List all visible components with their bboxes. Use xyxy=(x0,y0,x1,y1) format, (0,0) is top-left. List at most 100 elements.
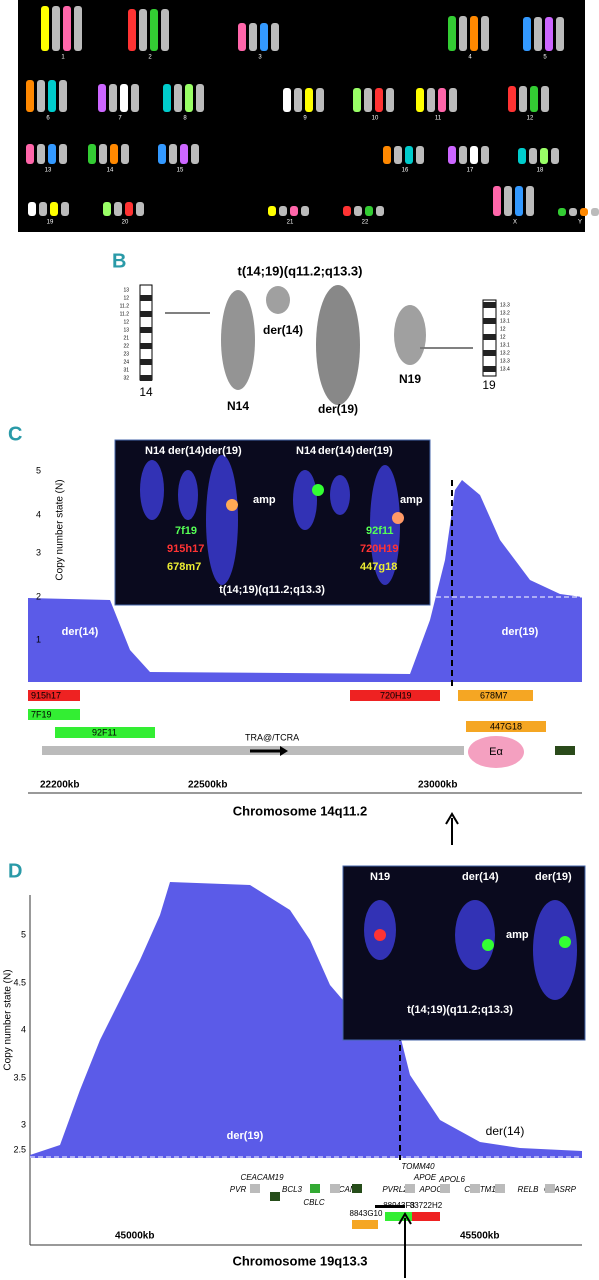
chromosome xyxy=(353,88,361,112)
chromosome-label: 10 xyxy=(372,116,379,122)
band-label: 13 xyxy=(123,287,129,293)
y-tick-label: 2.5 xyxy=(13,1144,26,1154)
inset-cells xyxy=(364,512,577,1000)
chromosome xyxy=(41,6,49,51)
chromosome xyxy=(470,16,478,51)
band xyxy=(483,334,496,340)
chromosome xyxy=(405,146,413,164)
chromosome xyxy=(394,146,402,164)
cell xyxy=(330,475,350,515)
chromosome xyxy=(558,208,566,216)
y-tick-label: 4 xyxy=(36,509,41,519)
chromosome-label: der(19) xyxy=(318,402,358,416)
band-label: 13.2 xyxy=(500,310,510,316)
clone-label: 720H19 xyxy=(380,690,412,700)
band-label: 12 xyxy=(500,326,506,332)
gene-arrow xyxy=(375,1205,405,1208)
chromosome xyxy=(50,202,58,216)
copy-number-area xyxy=(30,882,582,1158)
panel-title: t(14;19)(q11.2;q13.3) xyxy=(238,263,363,278)
gene-bar xyxy=(495,1184,505,1193)
ideogram-19: 13.3 13.2 13.1 12 12 13.1 13.2 13.3 13.4 xyxy=(483,302,510,372)
band xyxy=(140,311,152,317)
chromosome xyxy=(110,144,118,164)
x-tick-label: 45500kb xyxy=(460,1231,499,1242)
chromosome xyxy=(591,208,599,216)
y-axis-title: Copy number state (N) xyxy=(55,479,66,580)
band xyxy=(483,302,496,308)
chromosome-label: 5 xyxy=(543,55,547,61)
y-tick-label: 3 xyxy=(21,1119,26,1129)
probe-label: 7f19 xyxy=(175,525,197,537)
chromosome-label: 2 xyxy=(148,55,152,61)
chromosome xyxy=(376,206,384,216)
clone-label: 83722H2 xyxy=(410,1201,443,1210)
chromosome xyxy=(98,84,106,112)
chromosome xyxy=(459,16,467,51)
karyotype-background xyxy=(18,0,585,232)
cell-label: der(14) xyxy=(168,445,205,457)
band xyxy=(483,318,496,324)
chromosome-label: 1 xyxy=(61,55,65,61)
gene-label: PVR xyxy=(230,1185,247,1194)
clone-label: 8843G10 xyxy=(350,1209,383,1218)
chromosome-label: 19 xyxy=(47,220,54,226)
x-tick-label: 22500kb xyxy=(188,780,227,791)
chromosome xyxy=(534,17,542,51)
chromosome xyxy=(316,88,324,112)
clone-bar xyxy=(350,690,440,701)
gene-label: APOC2 xyxy=(418,1185,447,1194)
clone-bar xyxy=(352,1220,378,1229)
chromosome xyxy=(37,80,45,112)
chromosome xyxy=(180,144,188,164)
chromosome xyxy=(99,144,107,164)
chromosome xyxy=(260,23,268,51)
chromosome xyxy=(26,80,34,112)
x-axis-title: Chromosome 14q11.2 xyxy=(233,803,367,818)
chromosome xyxy=(545,17,553,51)
band-label: 13 xyxy=(123,327,129,333)
band-label: 11.2 xyxy=(120,303,130,309)
gene-label: CBLC xyxy=(303,1198,325,1207)
chromosome xyxy=(290,206,298,216)
chromosome xyxy=(448,146,456,164)
chromosome xyxy=(52,6,60,51)
chromosome-label: der(14) xyxy=(263,323,303,337)
inset-caption: t(14;19)(q11.2;q13.3) xyxy=(407,1004,513,1016)
chromosome xyxy=(131,84,139,112)
chromosome-label: 6 xyxy=(46,116,50,122)
region-label: der(19) xyxy=(502,626,539,638)
chromosome xyxy=(427,88,435,112)
chromosome xyxy=(169,144,177,164)
band-label: 23 xyxy=(123,351,129,357)
gene-label: BCL3 xyxy=(282,1185,303,1194)
gene-label: APOE xyxy=(413,1173,437,1182)
clone-label: 915h17 xyxy=(31,690,61,700)
probe-label: 447g18 xyxy=(360,561,397,573)
gene-bar xyxy=(270,1192,280,1201)
chromosome xyxy=(125,202,133,216)
chromosome xyxy=(238,23,246,51)
chromosome-label: 16 xyxy=(402,168,409,174)
signal xyxy=(312,484,324,496)
chromosome xyxy=(470,146,478,164)
chromosome xyxy=(103,202,111,216)
clone-label: 447G18 xyxy=(490,721,522,731)
chromosome xyxy=(386,88,394,112)
chromosome xyxy=(518,148,526,164)
chromosome xyxy=(529,148,537,164)
enhancer xyxy=(468,736,524,768)
chromosome-label: 22 xyxy=(362,220,369,226)
chromosome xyxy=(448,16,456,51)
cell xyxy=(178,470,198,520)
chromosome xyxy=(161,9,169,51)
band-label: 11.2 xyxy=(120,311,130,317)
probe-label: 720H19 xyxy=(360,543,399,555)
chromosome xyxy=(158,144,166,164)
cell xyxy=(533,900,577,1000)
cell xyxy=(293,470,317,530)
gene-bar xyxy=(405,1184,415,1193)
chromosome-label: 11 xyxy=(435,116,442,122)
clone-bar xyxy=(385,1212,413,1221)
